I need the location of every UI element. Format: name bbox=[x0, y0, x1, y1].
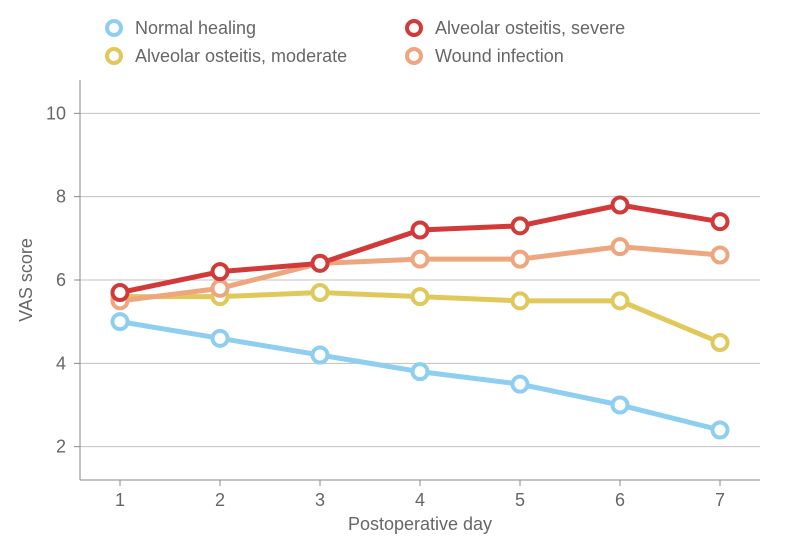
svg-text:2: 2 bbox=[56, 437, 66, 457]
svg-text:2: 2 bbox=[215, 490, 225, 510]
series-marker-normal bbox=[213, 331, 228, 346]
series-marker-normal bbox=[613, 398, 628, 413]
series-marker-severe bbox=[113, 285, 128, 300]
series-marker-moderate bbox=[513, 293, 528, 308]
series-marker-severe bbox=[713, 214, 728, 229]
legend-swatch-normal bbox=[105, 19, 123, 37]
legend-item-moderate: Alveolar osteitis, moderate bbox=[105, 46, 365, 67]
series-marker-moderate bbox=[413, 289, 428, 304]
vas-chart: 1234567246810Postoperative dayVAS score … bbox=[0, 0, 788, 547]
legend-swatch-severe bbox=[405, 19, 423, 37]
legend-swatch-moderate bbox=[105, 47, 123, 65]
series-marker-normal bbox=[113, 314, 128, 329]
series-marker-severe bbox=[513, 218, 528, 233]
legend-label-severe: Alveolar osteitis, severe bbox=[435, 18, 625, 39]
series-marker-wound bbox=[513, 252, 528, 267]
series-marker-severe bbox=[213, 264, 228, 279]
x-axis-label: Postoperative day bbox=[348, 514, 492, 534]
series-marker-severe bbox=[413, 223, 428, 238]
series-marker-moderate bbox=[313, 285, 328, 300]
series-marker-wound bbox=[713, 248, 728, 263]
svg-text:1: 1 bbox=[115, 490, 125, 510]
series-marker-severe bbox=[313, 256, 328, 271]
series-marker-moderate bbox=[713, 335, 728, 350]
series-marker-normal bbox=[513, 377, 528, 392]
legend-swatch-wound bbox=[405, 47, 423, 65]
svg-text:5: 5 bbox=[515, 490, 525, 510]
legend-item-severe: Alveolar osteitis, severe bbox=[405, 18, 665, 39]
series-marker-normal bbox=[413, 364, 428, 379]
chart-svg: 1 2 3 4 5 6 7 2 4 6 8 10 Postoperative day VAS score bbox=[0, 0, 788, 547]
series-marker-severe bbox=[613, 198, 628, 213]
legend-item-wound: Wound infection bbox=[405, 46, 665, 67]
svg-text:4: 4 bbox=[415, 490, 425, 510]
svg-text:8: 8 bbox=[56, 187, 66, 207]
series-marker-wound bbox=[413, 252, 428, 267]
legend-label-normal: Normal healing bbox=[135, 18, 256, 39]
series-marker-normal bbox=[713, 423, 728, 438]
y-axis-label: VAS score bbox=[16, 238, 36, 322]
svg-text:6: 6 bbox=[615, 490, 625, 510]
svg-text:4: 4 bbox=[56, 353, 66, 373]
svg-text:7: 7 bbox=[715, 490, 725, 510]
svg-text:10: 10 bbox=[46, 103, 66, 123]
svg-text:6: 6 bbox=[56, 270, 66, 290]
series-marker-wound bbox=[613, 239, 628, 254]
svg-text:3: 3 bbox=[315, 490, 325, 510]
legend-label-moderate: Alveolar osteitis, moderate bbox=[135, 46, 347, 67]
chart-legend: Normal healing Alveolar osteitis, severe… bbox=[105, 14, 665, 70]
legend-label-wound: Wound infection bbox=[435, 46, 564, 67]
legend-item-normal: Normal healing bbox=[105, 18, 365, 39]
series-marker-moderate bbox=[613, 293, 628, 308]
series-marker-wound bbox=[213, 281, 228, 296]
series-marker-normal bbox=[313, 348, 328, 363]
